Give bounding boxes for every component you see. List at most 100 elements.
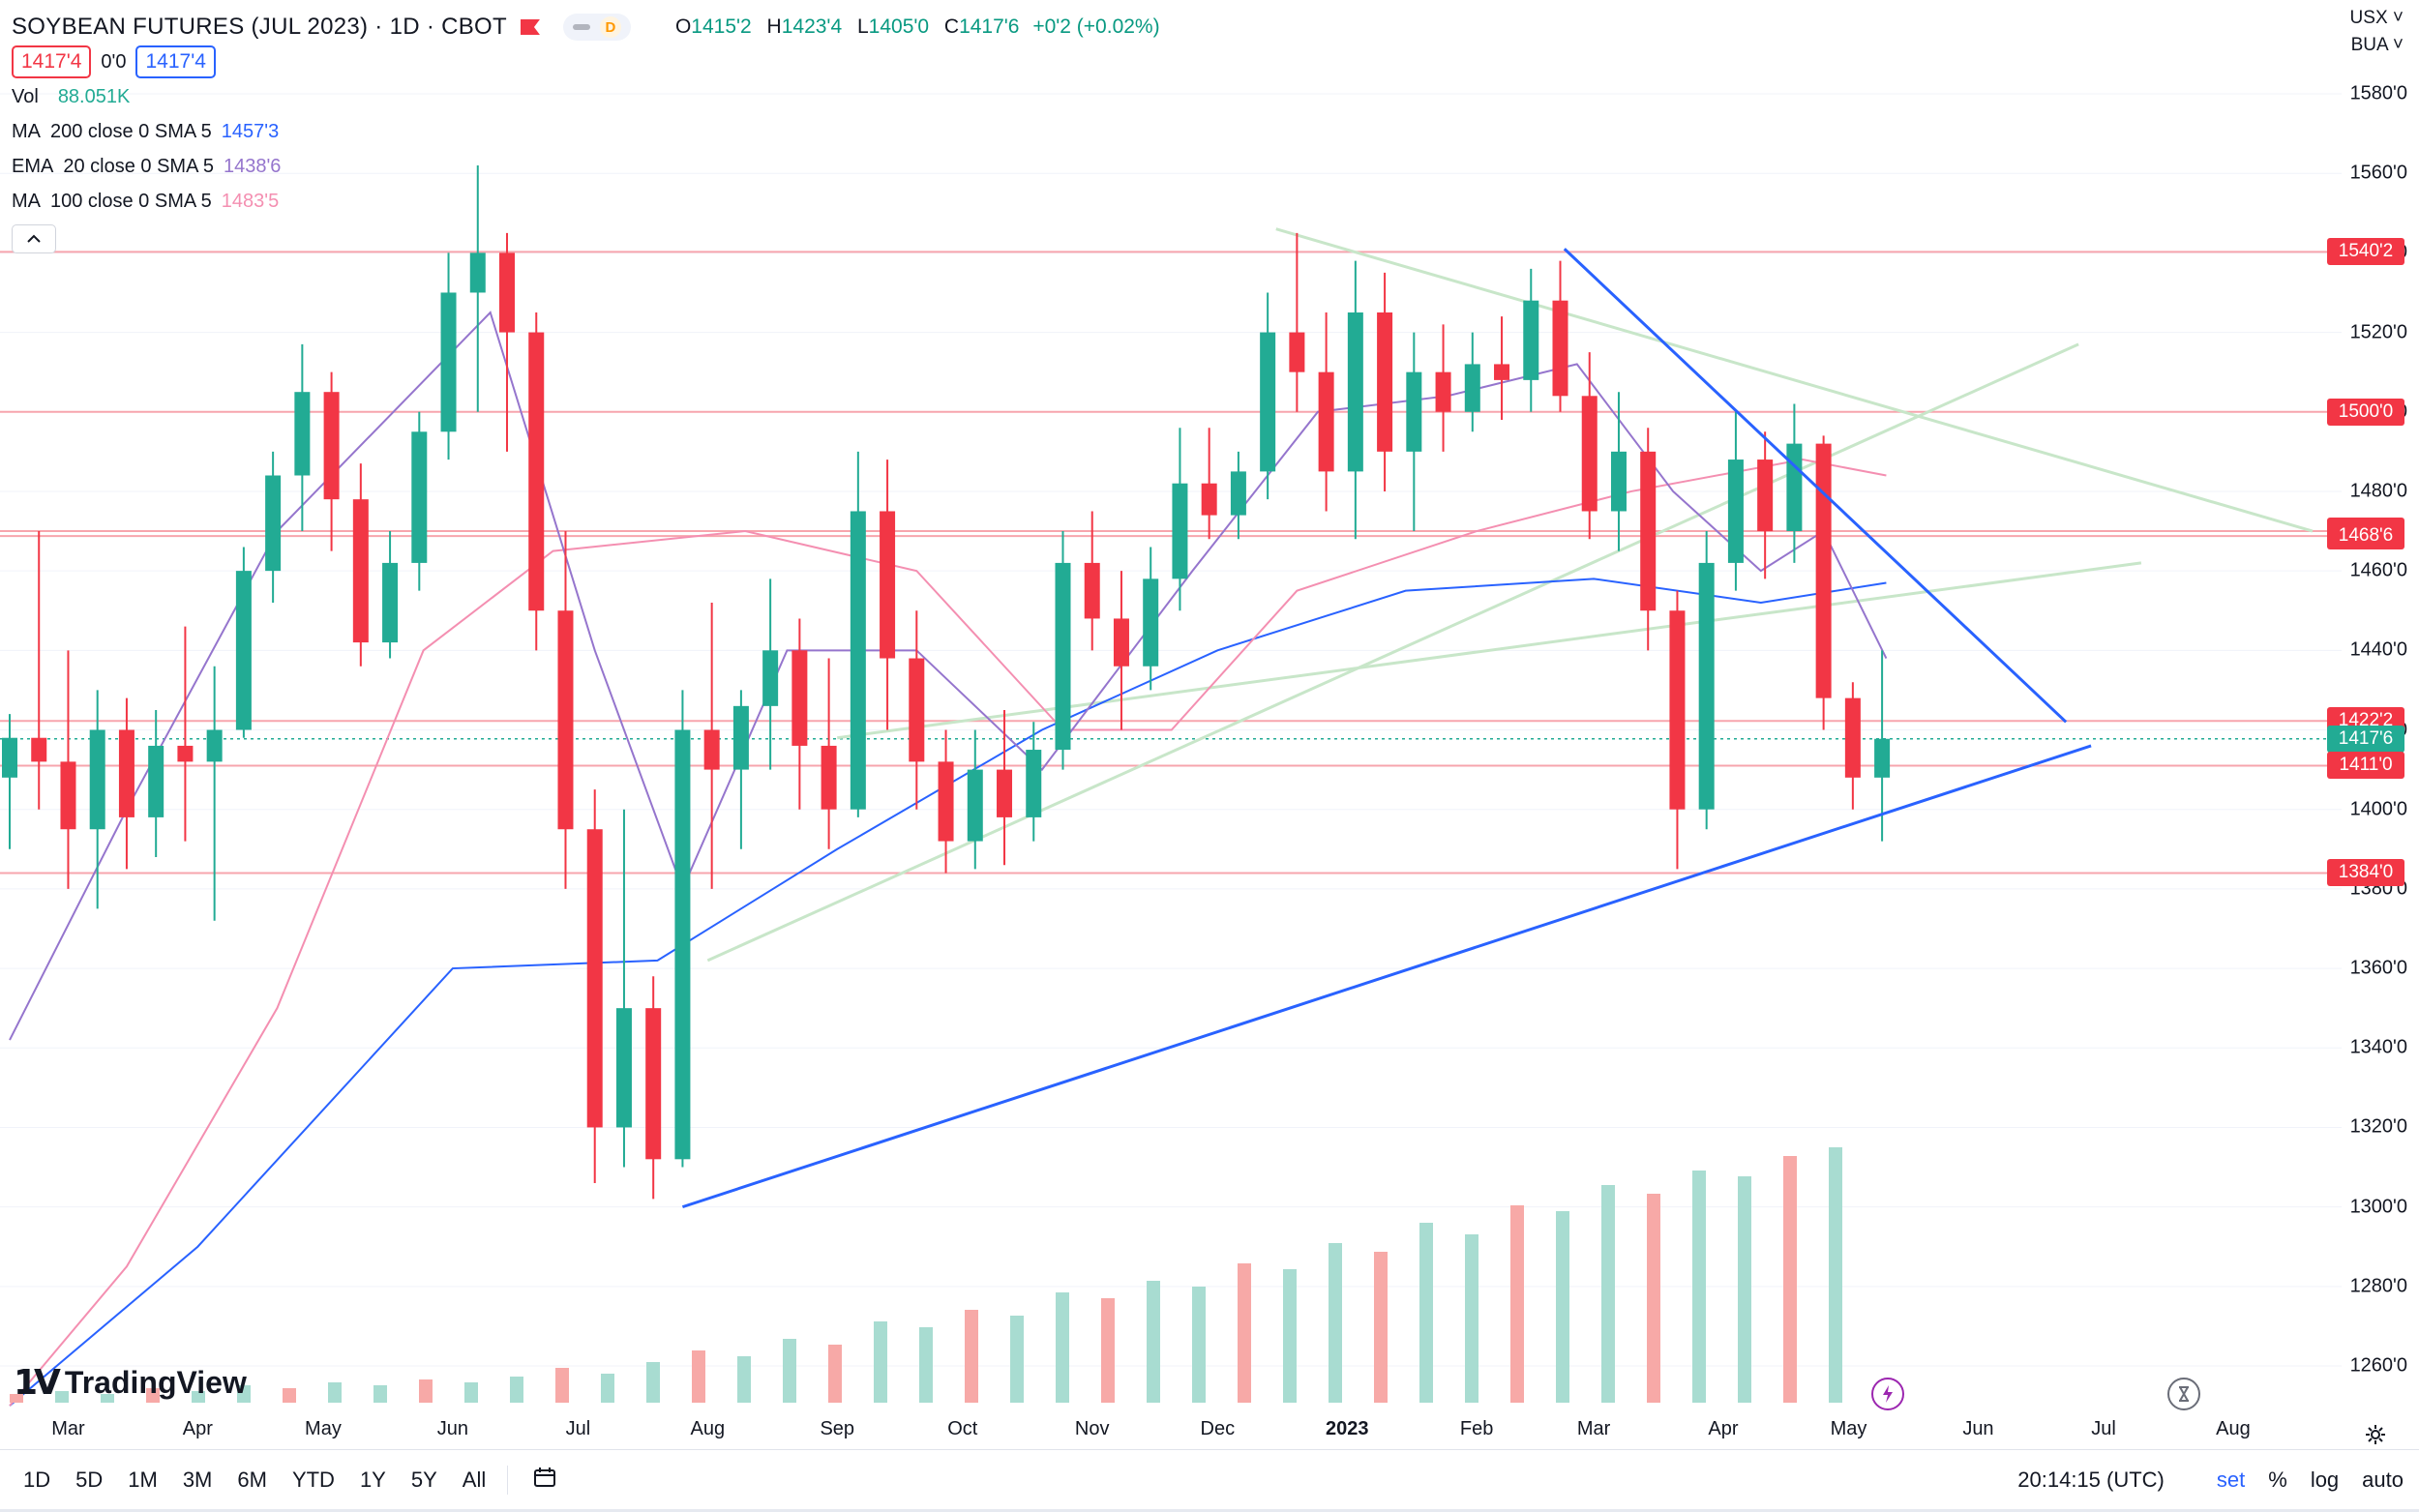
- chart-legend: SOYBEAN FUTURES (JUL 2023) · 1D · CBOT D…: [12, 10, 1160, 253]
- currency-selector[interactable]: USX ˅: [2349, 8, 2404, 28]
- volume-bar: [1738, 1176, 1751, 1403]
- channel-line: [706, 342, 2079, 963]
- clock-timezone[interactable]: 20:14:15 (UTC): [2017, 1468, 2165, 1492]
- price-chart-canvas[interactable]: [0, 0, 2342, 1408]
- volume-bar: [419, 1379, 433, 1403]
- auto-scale-toggle[interactable]: auto: [2362, 1468, 2404, 1492]
- range-1m-button[interactable]: 1M: [128, 1468, 158, 1492]
- time-axis-label: Mar: [51, 1418, 85, 1439]
- sell-button[interactable]: 1417'4: [12, 45, 92, 78]
- symbol-title[interactable]: SOYBEAN FUTURES (JUL 2023) · 1D · CBOT: [12, 14, 507, 40]
- candle-body: [1347, 312, 1363, 472]
- log-scale-toggle[interactable]: log: [2310, 1468, 2340, 1492]
- price-scale-label: 1440'0: [2349, 638, 2407, 661]
- date-range-calendar-icon[interactable]: [533, 1467, 558, 1494]
- price-scale-label: 1320'0: [2349, 1115, 2407, 1138]
- candle-body: [997, 769, 1013, 817]
- volume-bar: [1692, 1171, 1706, 1403]
- divider: [507, 1466, 509, 1495]
- volume-bar: [828, 1345, 842, 1403]
- candle-body: [732, 705, 749, 770]
- price-scale-label: 1460'0: [2349, 559, 2407, 581]
- spread-value: 0'0: [101, 50, 127, 73]
- close-label: C: [943, 15, 960, 38]
- delayed-badge: D: [599, 16, 621, 38]
- candle-body: [703, 729, 720, 770]
- range-6m-button[interactable]: 6M: [237, 1468, 267, 1492]
- volume-bar: [464, 1382, 478, 1403]
- candle-body: [1581, 396, 1598, 512]
- candle-body: [615, 1008, 632, 1128]
- range-1d-button[interactable]: 1D: [23, 1468, 51, 1492]
- range-1y-button[interactable]: 1Y: [359, 1468, 386, 1492]
- volume-bar: [1419, 1223, 1433, 1403]
- percent-scale-toggle[interactable]: %: [2268, 1468, 2287, 1492]
- session-set-button[interactable]: set: [2216, 1468, 2246, 1492]
- candle-body: [206, 729, 223, 762]
- settings-gear-icon[interactable]: [2361, 1420, 2390, 1449]
- time-axis-label: Aug: [690, 1418, 726, 1439]
- volume-bar: [1329, 1243, 1342, 1403]
- indicator-name: Vol: [12, 85, 39, 107]
- price-level-tag[interactable]: 1540'2: [2327, 238, 2404, 266]
- unit-label: BUA: [2350, 35, 2388, 55]
- candle-body: [967, 769, 983, 842]
- candle-body: [1494, 364, 1510, 380]
- price-level-tag[interactable]: 1384'0: [2327, 859, 2404, 887]
- time-axis-label: May: [305, 1418, 342, 1439]
- tradingview-logo[interactable]: 𝟭𝗩 TradingView: [14, 1362, 247, 1403]
- candle-body: [469, 252, 486, 293]
- status-strip: [0, 1509, 2419, 1512]
- lightning-icon[interactable]: [1871, 1378, 1904, 1410]
- candle-body: [323, 392, 340, 500]
- range-3m-button[interactable]: 3M: [182, 1468, 213, 1492]
- price-level-tag[interactable]: 1417'6: [2327, 725, 2404, 753]
- replay-clock-icon[interactable]: [2167, 1378, 2200, 1410]
- range-ytd-button[interactable]: YTD: [291, 1468, 335, 1492]
- ohlc-values: O1415'2 H1423'4 L1405'0 C1417'6 +0'2 (+0…: [666, 15, 1160, 39]
- indicator-params: 100 close 0 SMA 5: [50, 190, 212, 212]
- time-axis-label: Jul: [565, 1418, 591, 1439]
- candle-body: [938, 761, 954, 842]
- candle-body: [1552, 300, 1568, 397]
- time-axis-label: Dec: [1200, 1418, 1236, 1439]
- candle-body: [1113, 618, 1129, 667]
- indicator-value: 1457'3: [221, 120, 280, 142]
- indicator-ma200[interactable]: MA 200 close 0 SMA 5 1457'3: [12, 114, 1160, 149]
- volume-bar: [646, 1362, 660, 1403]
- flag-icon[interactable]: [520, 19, 540, 35]
- channel-line: [837, 561, 2142, 740]
- range-5y-button[interactable]: 5Y: [410, 1468, 437, 1492]
- price-scale-label: 1520'0: [2349, 321, 2407, 343]
- trade-row: 1417'4 0'0 1417'4: [12, 44, 1160, 79]
- time-axis-label: Sep: [820, 1418, 855, 1439]
- unit-selector[interactable]: BUA ˅: [2350, 35, 2404, 55]
- price-level-tag[interactable]: 1500'0: [2327, 398, 2404, 426]
- indicator-vol[interactable]: Vol 88.051K: [12, 79, 1160, 114]
- price-scale-label: 1280'0: [2349, 1275, 2407, 1297]
- time-axis[interactable]: Mar Apr May Jun Jul Aug Sep Oct Nov Dec 2023 Feb Mar…: [0, 1408, 2419, 1449]
- volume-bar: [1283, 1269, 1297, 1403]
- buy-button[interactable]: 1417'4: [135, 45, 216, 78]
- range-all-button[interactable]: All: [462, 1468, 487, 1492]
- indicator-params: 20 close 0 SMA 5: [63, 155, 214, 177]
- price-level-tag[interactable]: 1411'0: [2327, 752, 2404, 780]
- time-axis-label: Oct: [947, 1418, 978, 1439]
- chart-area[interactable]: [0, 0, 2342, 1408]
- candle-body: [1669, 610, 1686, 810]
- volume-bar: [737, 1356, 751, 1403]
- price-scale[interactable]: USX ˅ BUA ˅ 1580'01560'01540'01520'01500…: [2342, 0, 2419, 1408]
- indicator-ma100[interactable]: MA 100 close 0 SMA 5 1483'5: [12, 184, 1160, 219]
- time-axis-label: Nov: [1074, 1418, 1110, 1439]
- candle-body: [1318, 371, 1334, 472]
- indicator-name: EMA: [12, 155, 54, 177]
- collapse-legend-button[interactable]: [12, 224, 56, 253]
- candle-body: [821, 745, 837, 810]
- price-level-tag[interactable]: 1468'6: [2327, 522, 2404, 550]
- range-5d-button[interactable]: 5D: [75, 1468, 104, 1492]
- volume-bar: [101, 1394, 114, 1403]
- chevron-up-icon: [27, 234, 41, 243]
- market-status-pill[interactable]: D: [562, 14, 631, 41]
- indicator-ema20[interactable]: EMA 20 close 0 SMA 5 1438'6: [12, 149, 1160, 184]
- volume-bar: [192, 1391, 205, 1403]
